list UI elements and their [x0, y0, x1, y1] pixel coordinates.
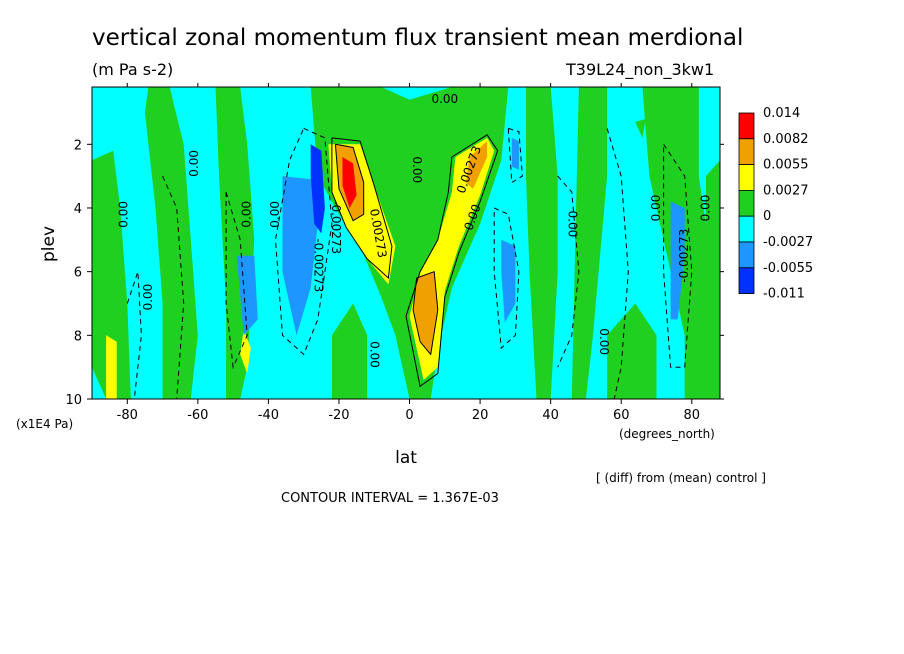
footer-note: [ (diff) from (mean) control ] — [596, 471, 766, 485]
x-tick-label: 20 — [472, 408, 489, 423]
x-axis-label: lat — [395, 448, 417, 468]
contour-line-negative — [663, 144, 693, 368]
fill-orange-north-upper — [466, 141, 488, 189]
chart-units: (m Pa s-2) — [92, 60, 173, 79]
colorbar-swatch — [738, 112, 755, 140]
contour-label: 0.00 — [141, 284, 155, 311]
fill-lblue-south-west — [282, 176, 318, 336]
contour-label: -0.00273 — [677, 229, 691, 283]
contour-label: -0.00273 — [329, 200, 343, 254]
colorbar-label: -0.011 — [763, 287, 805, 302]
x-tick-label: 60 — [613, 408, 630, 423]
contour-line-negative — [557, 175, 580, 368]
fill-green-band-north-mid2 — [571, 87, 608, 399]
x-units: (degrees_north) — [619, 427, 715, 441]
colorbar-swatch — [738, 189, 755, 217]
fill-cyan-north-trough — [564, 192, 572, 272]
contour-interval: CONTOUR INTERVAL = 1.367E-03 — [281, 491, 499, 506]
colorbar-swatch — [738, 138, 755, 166]
x-tick-label: 80 — [684, 408, 701, 423]
fill-green-band-south-west — [144, 87, 198, 399]
contour-label: 0.00 — [649, 195, 663, 222]
y-units: (x1E4 Pa) — [16, 417, 73, 431]
x-tick-label: -60 — [187, 408, 208, 423]
colorbar-label: 0.014 — [763, 106, 800, 121]
contour-label: 0.00 — [240, 201, 254, 228]
colorbar-label: 0.0082 — [763, 132, 809, 147]
colorbar-swatch — [738, 267, 755, 294]
chart-title: vertical zonal momentum flux transient m… — [92, 25, 743, 51]
contour-label: -0.00273 — [311, 238, 325, 292]
fill-lblue-north-upper — [511, 137, 519, 170]
run-label: T39L24_non_3kw1 — [565, 60, 714, 80]
contour-line-negative — [126, 271, 142, 399]
y-tick-label: 2 — [74, 138, 82, 153]
contour-line-negative — [274, 127, 333, 356]
fill-green-band-north-lower — [607, 303, 657, 399]
y-axis-label: plev — [39, 226, 59, 262]
contour-label: 0.00 — [698, 195, 712, 222]
x-tick-label: -40 — [258, 408, 279, 423]
x-tick-label: 0 — [405, 408, 413, 423]
colorbar-swatch — [738, 241, 755, 269]
y-tick-label: 8 — [74, 329, 82, 344]
fill-yellow-far-south — [106, 335, 117, 399]
contour-line-positive — [405, 134, 499, 388]
colorbar-label: 0 — [763, 209, 771, 224]
contour-line-positive — [334, 143, 365, 222]
contour-line-negative — [225, 191, 248, 370]
contour-line-negative — [493, 207, 520, 350]
contour-line-negative — [162, 175, 185, 399]
y-tick-label: 6 — [74, 266, 82, 281]
contour-label: 0.00 — [431, 92, 458, 106]
colorbar-label: 0.0027 — [763, 183, 809, 198]
plot-area — [92, 87, 720, 399]
fill-red-peak-south — [342, 157, 357, 208]
fill-lblue-north-mid — [501, 239, 516, 323]
colorbar-label: -0.0055 — [763, 261, 813, 276]
contour-label: 0.00 — [268, 201, 282, 228]
colorbar-swatch — [738, 164, 755, 191]
x-tick-label: 40 — [542, 408, 559, 423]
x-tick-label: -80 — [117, 408, 138, 423]
fill-lblue-south-mid — [236, 255, 258, 336]
contour-line-positive — [412, 271, 439, 356]
colorbar-swatch — [738, 215, 755, 243]
fill-lblue-north-east — [670, 201, 685, 320]
plot-frame — [91, 86, 721, 400]
y-tick-label: 10 — [65, 393, 82, 408]
contour-label: 0.00 — [116, 201, 130, 228]
fill-green-band-north-edge — [705, 160, 720, 399]
contour-line-positive — [331, 137, 393, 280]
fill-orange-north-lower — [413, 271, 438, 355]
contour-label: 0.00 — [187, 150, 201, 177]
colorbar-label: 0.0055 — [763, 158, 809, 173]
x-tick-label: -20 — [328, 408, 349, 423]
y-tick-label: 4 — [74, 202, 82, 217]
contour-label: 0.00 — [410, 156, 424, 183]
contour-line-negative — [606, 128, 629, 399]
contour-label: 0.00 — [565, 211, 579, 238]
fill-green-band-north-mid — [526, 87, 558, 399]
contour-line-negative — [507, 127, 523, 184]
fill-green-islet-north — [635, 118, 646, 138]
fill-blue-south-jet — [310, 144, 325, 234]
fill-yellow-south-lower — [240, 329, 251, 374]
fill-green-band-south-lower — [331, 303, 368, 399]
colorbar-label: -0.0027 — [763, 235, 813, 250]
contour-label: 0.00 — [597, 328, 611, 355]
fill-green-band-far-south — [92, 150, 131, 399]
contour-label: 0.00 — [368, 341, 382, 368]
